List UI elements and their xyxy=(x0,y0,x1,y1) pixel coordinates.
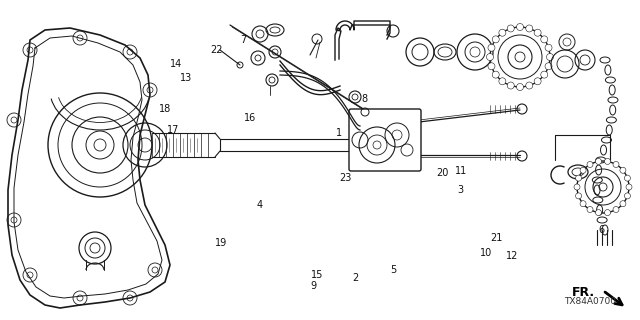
Circle shape xyxy=(575,193,582,199)
Text: 8: 8 xyxy=(362,94,368,104)
Circle shape xyxy=(516,23,524,30)
Text: 6: 6 xyxy=(598,225,605,236)
Text: 13: 13 xyxy=(179,73,192,84)
Circle shape xyxy=(516,84,524,91)
Circle shape xyxy=(545,63,552,70)
Text: 5: 5 xyxy=(390,265,397,276)
Text: 15: 15 xyxy=(310,270,323,280)
Circle shape xyxy=(534,78,541,85)
Text: 1: 1 xyxy=(336,128,342,138)
Text: 20: 20 xyxy=(436,168,449,178)
Circle shape xyxy=(508,25,514,32)
Circle shape xyxy=(577,161,629,213)
Circle shape xyxy=(526,25,532,32)
Text: 14: 14 xyxy=(170,59,182,69)
Text: 7: 7 xyxy=(240,35,246,45)
Circle shape xyxy=(499,29,506,36)
Circle shape xyxy=(492,36,499,43)
Circle shape xyxy=(541,36,548,43)
Circle shape xyxy=(613,206,619,212)
Text: 22: 22 xyxy=(210,44,223,55)
Circle shape xyxy=(575,175,582,181)
Text: 21: 21 xyxy=(490,233,502,244)
Circle shape xyxy=(587,206,593,212)
Circle shape xyxy=(486,53,493,60)
Circle shape xyxy=(625,193,630,199)
Circle shape xyxy=(595,210,602,216)
Circle shape xyxy=(587,162,593,167)
Text: 3: 3 xyxy=(458,185,464,196)
Circle shape xyxy=(620,167,626,173)
Text: 18: 18 xyxy=(159,104,172,114)
Circle shape xyxy=(534,29,541,36)
Text: FR.: FR. xyxy=(572,286,595,299)
Circle shape xyxy=(626,184,632,190)
Circle shape xyxy=(613,162,619,167)
Circle shape xyxy=(526,82,532,89)
Circle shape xyxy=(490,27,550,87)
Circle shape xyxy=(492,71,499,78)
Circle shape xyxy=(605,210,611,216)
Circle shape xyxy=(508,82,514,89)
Circle shape xyxy=(541,71,548,78)
Text: TX84A0700: TX84A0700 xyxy=(564,298,616,307)
Circle shape xyxy=(605,158,611,164)
Polygon shape xyxy=(8,28,170,308)
Circle shape xyxy=(580,167,586,173)
Text: 9: 9 xyxy=(310,281,317,292)
Text: 4: 4 xyxy=(256,200,262,210)
Text: 23: 23 xyxy=(339,172,352,183)
Circle shape xyxy=(595,158,602,164)
Circle shape xyxy=(499,78,506,85)
Text: 11: 11 xyxy=(454,166,467,176)
Text: 2: 2 xyxy=(352,273,358,284)
Circle shape xyxy=(547,53,554,60)
Text: 10: 10 xyxy=(480,248,493,258)
Circle shape xyxy=(488,44,495,51)
FancyBboxPatch shape xyxy=(349,109,421,171)
Text: 19: 19 xyxy=(214,238,227,248)
Text: 17: 17 xyxy=(166,124,179,135)
Circle shape xyxy=(580,201,586,207)
Circle shape xyxy=(574,184,580,190)
Circle shape xyxy=(545,44,552,51)
Text: 12: 12 xyxy=(506,251,518,261)
Circle shape xyxy=(625,175,630,181)
Text: 16: 16 xyxy=(243,113,256,124)
Circle shape xyxy=(488,63,495,70)
Circle shape xyxy=(620,201,626,207)
